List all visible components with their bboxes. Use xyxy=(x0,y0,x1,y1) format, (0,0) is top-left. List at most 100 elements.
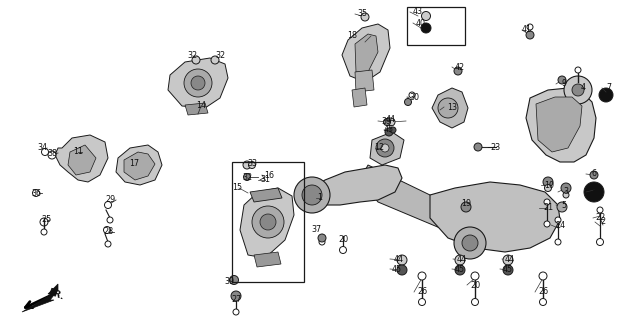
Text: 39: 39 xyxy=(224,276,234,285)
Text: 6: 6 xyxy=(591,170,596,179)
Polygon shape xyxy=(55,135,108,182)
Polygon shape xyxy=(430,182,560,252)
Circle shape xyxy=(191,76,205,90)
Polygon shape xyxy=(250,188,282,202)
Circle shape xyxy=(572,84,584,96)
Circle shape xyxy=(563,192,569,198)
Text: 32: 32 xyxy=(242,172,252,181)
Text: 23: 23 xyxy=(490,142,500,151)
Circle shape xyxy=(107,217,113,223)
Circle shape xyxy=(540,299,546,306)
Text: 13: 13 xyxy=(447,102,457,111)
Circle shape xyxy=(229,276,239,284)
Circle shape xyxy=(397,265,407,275)
Circle shape xyxy=(319,239,325,245)
Circle shape xyxy=(599,88,613,102)
Text: 25: 25 xyxy=(41,215,51,225)
Text: 5: 5 xyxy=(561,201,567,210)
Text: 10: 10 xyxy=(544,180,554,189)
Circle shape xyxy=(503,265,513,275)
Circle shape xyxy=(418,299,426,306)
Circle shape xyxy=(421,23,431,33)
Polygon shape xyxy=(526,88,596,162)
Polygon shape xyxy=(254,252,281,267)
Circle shape xyxy=(397,255,407,265)
Circle shape xyxy=(543,177,553,187)
Text: 30: 30 xyxy=(409,92,419,101)
Circle shape xyxy=(455,265,465,275)
Circle shape xyxy=(318,234,326,242)
Circle shape xyxy=(474,143,482,151)
Circle shape xyxy=(376,139,394,157)
Circle shape xyxy=(252,206,284,238)
Text: 39: 39 xyxy=(381,116,391,125)
Text: 34: 34 xyxy=(37,143,47,153)
Text: 40: 40 xyxy=(416,19,426,28)
Circle shape xyxy=(260,214,276,230)
Bar xyxy=(232,162,304,282)
Circle shape xyxy=(41,148,48,156)
Circle shape xyxy=(584,182,604,202)
Polygon shape xyxy=(432,88,468,128)
Circle shape xyxy=(454,67,462,75)
Circle shape xyxy=(526,31,534,39)
Circle shape xyxy=(539,272,547,280)
Text: 29: 29 xyxy=(106,196,116,204)
Polygon shape xyxy=(68,145,96,175)
Circle shape xyxy=(558,76,566,84)
Circle shape xyxy=(385,128,393,136)
Circle shape xyxy=(596,238,604,245)
Circle shape xyxy=(472,299,478,306)
Bar xyxy=(407,7,465,45)
Text: 15: 15 xyxy=(232,183,242,193)
Text: 44: 44 xyxy=(394,254,404,263)
Text: 43: 43 xyxy=(413,7,423,17)
Polygon shape xyxy=(116,145,162,185)
Circle shape xyxy=(243,173,250,180)
Text: 26: 26 xyxy=(417,287,427,297)
Text: 44: 44 xyxy=(505,254,515,263)
Circle shape xyxy=(231,291,241,301)
Circle shape xyxy=(387,118,395,126)
Text: 36: 36 xyxy=(31,188,41,197)
Circle shape xyxy=(564,76,592,104)
Text: 11: 11 xyxy=(73,148,83,156)
Polygon shape xyxy=(168,58,228,108)
Text: 12: 12 xyxy=(374,143,384,153)
Circle shape xyxy=(557,202,567,212)
Circle shape xyxy=(555,217,561,223)
Text: 44: 44 xyxy=(386,116,396,124)
Text: 41: 41 xyxy=(522,26,532,35)
Circle shape xyxy=(302,185,322,205)
Text: 7: 7 xyxy=(606,84,612,92)
Text: 45: 45 xyxy=(384,125,394,134)
Circle shape xyxy=(405,99,412,106)
Text: 45: 45 xyxy=(503,265,513,274)
Circle shape xyxy=(33,189,40,196)
Circle shape xyxy=(590,171,598,179)
Circle shape xyxy=(384,118,391,125)
Text: 42: 42 xyxy=(455,62,465,71)
Circle shape xyxy=(555,239,561,245)
Polygon shape xyxy=(22,284,58,312)
Circle shape xyxy=(105,241,111,247)
Circle shape xyxy=(471,272,479,280)
Polygon shape xyxy=(124,152,155,180)
Circle shape xyxy=(184,69,212,97)
Text: 44: 44 xyxy=(457,254,467,263)
Circle shape xyxy=(48,151,56,159)
Text: 32: 32 xyxy=(215,52,225,60)
Circle shape xyxy=(544,221,550,227)
Text: 21: 21 xyxy=(543,204,553,212)
Text: 33: 33 xyxy=(247,158,257,167)
Text: 38: 38 xyxy=(47,148,57,157)
Polygon shape xyxy=(185,103,208,115)
Circle shape xyxy=(103,227,111,234)
Text: 8: 8 xyxy=(591,188,596,196)
Circle shape xyxy=(248,162,255,169)
Circle shape xyxy=(41,229,47,235)
Text: 17: 17 xyxy=(129,158,139,167)
Text: 37: 37 xyxy=(311,226,321,235)
Polygon shape xyxy=(355,34,378,72)
Text: 31: 31 xyxy=(260,175,270,185)
